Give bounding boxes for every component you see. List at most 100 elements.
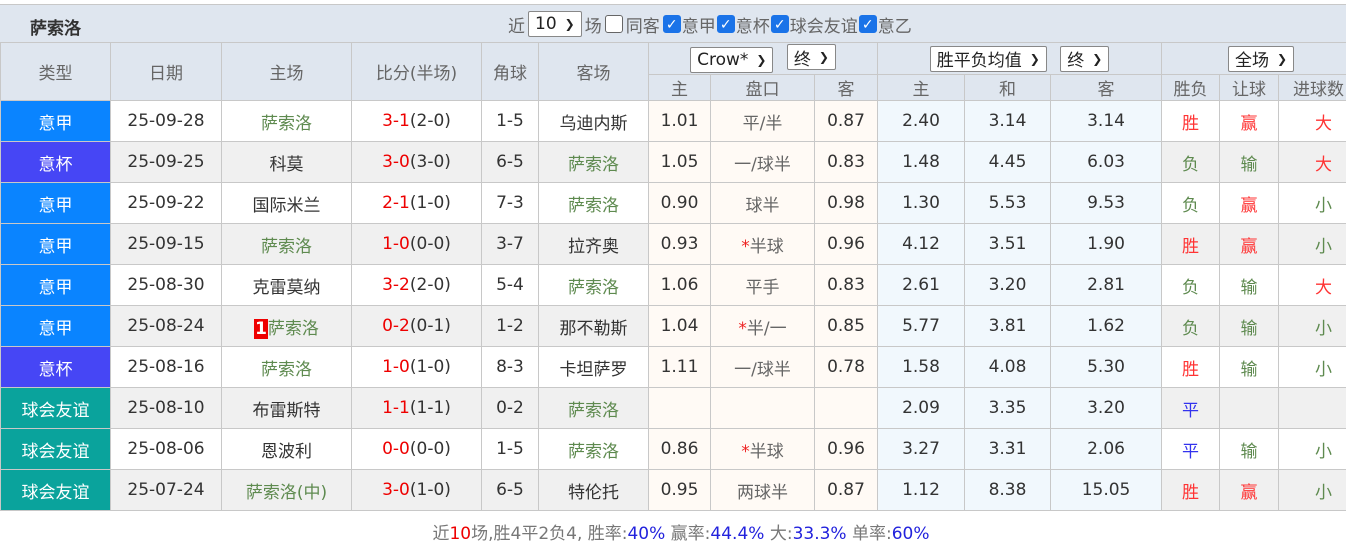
full-time-score: 0-2: [382, 316, 410, 336]
company-select[interactable]: Crow* ❯: [690, 46, 774, 73]
eu-away-odds: 3.14: [1050, 100, 1163, 142]
cover-rate: 44.4%: [710, 524, 765, 544]
away-team[interactable]: 萨索洛: [538, 182, 649, 224]
score[interactable]: 3-0(1-0): [351, 469, 482, 511]
eu-away-odds: 6.03: [1050, 141, 1163, 183]
away-team[interactable]: 萨索洛: [538, 387, 649, 429]
match-date: 25-08-24: [110, 305, 222, 347]
score[interactable]: 1-0(0-0): [351, 223, 482, 265]
match-date: 25-08-30: [110, 264, 222, 306]
league-checkbox[interactable]: ✓: [770, 15, 789, 33]
period-select[interactable]: 全场 ❯: [1228, 45, 1295, 72]
match-date: 25-08-10: [110, 387, 222, 429]
match-type[interactable]: 球会友谊: [0, 469, 111, 511]
home-team-name: 布雷斯特: [252, 400, 321, 421]
ah-line-value: 半/一: [746, 318, 787, 339]
ah-away-odds: 0.83: [813, 141, 879, 183]
away-team[interactable]: 那不勒斯: [538, 305, 649, 347]
match-type[interactable]: 意甲: [0, 182, 111, 224]
match-type[interactable]: 意甲: [0, 305, 111, 347]
match-type[interactable]: 球会友谊: [0, 387, 111, 429]
score[interactable]: 3-1(2-0): [351, 100, 482, 142]
home-team[interactable]: 克雷莫纳: [221, 264, 352, 306]
score[interactable]: 1-0(1-0): [351, 346, 482, 388]
goals-result: 小: [1278, 305, 1346, 347]
away-team-name: 那不勒斯: [559, 318, 628, 339]
match-type[interactable]: 意杯: [0, 141, 111, 183]
table-row: 球会友谊 25-07-24 萨索洛(中) 3-0(1-0) 6-5 特伦托 0.…: [0, 469, 1346, 511]
eu-home-odds: 2.09: [877, 387, 966, 429]
match-type[interactable]: 意甲: [0, 264, 111, 306]
home-team[interactable]: 恩波利: [221, 428, 352, 470]
eu-away-odds: 9.53: [1050, 182, 1163, 224]
ah-home-odds: 0.93: [648, 223, 711, 265]
score[interactable]: 0-2(0-1): [351, 305, 482, 347]
away-team[interactable]: 特伦托: [538, 469, 649, 511]
ah-line-value: 球半: [745, 195, 780, 216]
eu-home-odds: 1.58: [877, 346, 966, 388]
home-team-name: 国际米兰: [252, 195, 321, 216]
period-value: 全场: [1235, 51, 1270, 71]
league-checkbox[interactable]: ✓: [716, 15, 735, 33]
ah-time-select[interactable]: 终 ❯: [786, 44, 836, 71]
home-team[interactable]: 国际米兰: [221, 182, 352, 224]
handicap-result: 输: [1219, 305, 1280, 347]
summary: 近10场,胜4平2负4, 胜率:40% 赢率:44.4% 大:33.3% 单率:…: [0, 519, 1346, 544]
goals-result: 大: [1278, 141, 1346, 183]
home-team[interactable]: 萨索洛: [221, 346, 352, 388]
red-card-badge: 1: [254, 318, 268, 339]
away-team[interactable]: 萨索洛: [538, 264, 649, 306]
score[interactable]: 1-1(1-1): [351, 387, 482, 429]
home-team[interactable]: 萨索洛: [221, 223, 352, 265]
score[interactable]: 3-2(2-0): [351, 264, 482, 306]
corners: 5-4: [481, 264, 539, 306]
goals-result: 小: [1278, 428, 1346, 470]
home-team[interactable]: 萨索洛(中): [221, 469, 352, 511]
ah-away-odds: 0.78: [813, 346, 879, 388]
score[interactable]: 0-0(0-0): [351, 428, 482, 470]
same-home-checkbox[interactable]: [604, 15, 623, 33]
score[interactable]: 3-0(3-0): [351, 141, 482, 183]
away-team[interactable]: 卡坦萨罗: [538, 346, 649, 388]
match-type[interactable]: 意甲: [0, 100, 111, 142]
away-team[interactable]: 萨索洛: [538, 141, 649, 183]
ah-line-value: 平/半: [742, 113, 783, 134]
away-team[interactable]: 乌迪内斯: [538, 100, 649, 142]
result: 负: [1161, 264, 1221, 306]
goals-result: 小: [1278, 469, 1346, 511]
recent-count-select[interactable]: 10 ❯: [528, 11, 582, 37]
league-checkbox[interactable]: ✓: [662, 15, 681, 33]
eu-time-select[interactable]: 终 ❯: [1060, 45, 1110, 72]
eu-home-odds: 2.40: [877, 100, 966, 142]
match-type[interactable]: 意杯: [0, 346, 111, 388]
home-team[interactable]: 1萨索洛: [221, 305, 352, 347]
away-team[interactable]: 萨索洛: [538, 428, 649, 470]
corners: 0-2: [481, 387, 539, 429]
match-type[interactable]: 意甲: [0, 223, 111, 265]
handicap-result: 输: [1219, 141, 1280, 183]
match-type[interactable]: 球会友谊: [0, 428, 111, 470]
eu-home-odds: 1.48: [877, 141, 966, 183]
score[interactable]: 2-1(1-0): [351, 182, 482, 224]
odds-type-select[interactable]: 胜平负均值 ❯: [929, 45, 1047, 72]
result: 负: [1161, 182, 1221, 224]
eu-draw-odds: 3.31: [964, 428, 1052, 470]
away-team[interactable]: 拉齐奥: [538, 223, 649, 265]
home-team[interactable]: 布雷斯特: [221, 387, 352, 429]
eu-away-odds: 1.90: [1050, 223, 1163, 265]
eu-away-odds: 2.81: [1050, 264, 1163, 306]
half-time-score: (1-0): [409, 193, 451, 213]
games-label: 场: [584, 16, 602, 37]
eu-home-odds: 4.12: [877, 223, 966, 265]
col-home: 主场: [221, 42, 352, 101]
ah-home-odds: 0.86: [648, 428, 711, 470]
handicap-result: [1219, 387, 1280, 429]
match-date: 25-09-28: [110, 100, 222, 142]
league-checkbox[interactable]: ✓: [858, 15, 877, 33]
home-team[interactable]: 萨索洛: [221, 100, 352, 142]
goals-result: 大: [1278, 264, 1346, 306]
ah-away-odds: 0.96: [813, 223, 879, 265]
away-team-name: 萨索洛: [568, 195, 619, 216]
home-team[interactable]: 科莫: [221, 141, 352, 183]
col-goals-result: 进球数: [1278, 74, 1346, 101]
